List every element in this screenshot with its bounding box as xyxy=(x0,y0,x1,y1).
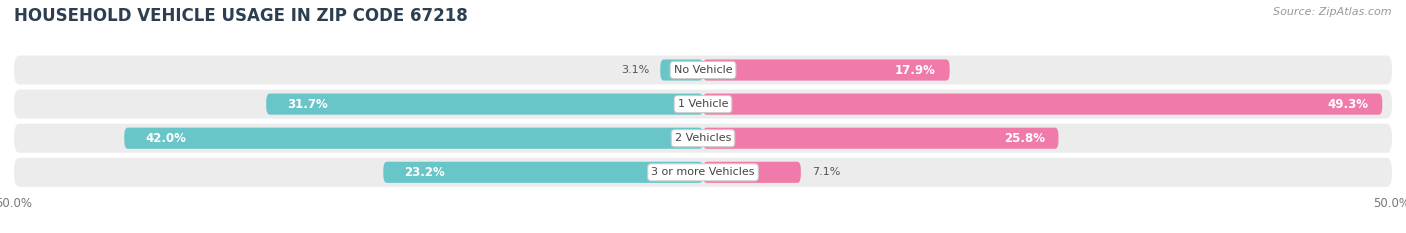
Text: 49.3%: 49.3% xyxy=(1327,98,1368,111)
Text: 31.7%: 31.7% xyxy=(287,98,328,111)
FancyBboxPatch shape xyxy=(14,158,1392,187)
FancyBboxPatch shape xyxy=(124,128,703,149)
Text: Source: ZipAtlas.com: Source: ZipAtlas.com xyxy=(1274,7,1392,17)
Text: 17.9%: 17.9% xyxy=(896,64,936,76)
Text: HOUSEHOLD VEHICLE USAGE IN ZIP CODE 67218: HOUSEHOLD VEHICLE USAGE IN ZIP CODE 6721… xyxy=(14,7,468,25)
FancyBboxPatch shape xyxy=(384,162,703,183)
Text: 3.1%: 3.1% xyxy=(621,65,650,75)
FancyBboxPatch shape xyxy=(703,128,1059,149)
FancyBboxPatch shape xyxy=(266,93,703,115)
FancyBboxPatch shape xyxy=(703,93,1382,115)
Text: 42.0%: 42.0% xyxy=(145,132,186,145)
FancyBboxPatch shape xyxy=(703,59,949,81)
FancyBboxPatch shape xyxy=(14,55,1392,85)
FancyBboxPatch shape xyxy=(661,59,703,81)
Text: 2 Vehicles: 2 Vehicles xyxy=(675,133,731,143)
FancyBboxPatch shape xyxy=(14,124,1392,153)
FancyBboxPatch shape xyxy=(703,162,801,183)
Text: 1 Vehicle: 1 Vehicle xyxy=(678,99,728,109)
Text: 7.1%: 7.1% xyxy=(811,167,841,177)
Text: 25.8%: 25.8% xyxy=(1004,132,1045,145)
FancyBboxPatch shape xyxy=(14,90,1392,119)
Text: No Vehicle: No Vehicle xyxy=(673,65,733,75)
Text: 3 or more Vehicles: 3 or more Vehicles xyxy=(651,167,755,177)
Text: 23.2%: 23.2% xyxy=(404,166,444,179)
